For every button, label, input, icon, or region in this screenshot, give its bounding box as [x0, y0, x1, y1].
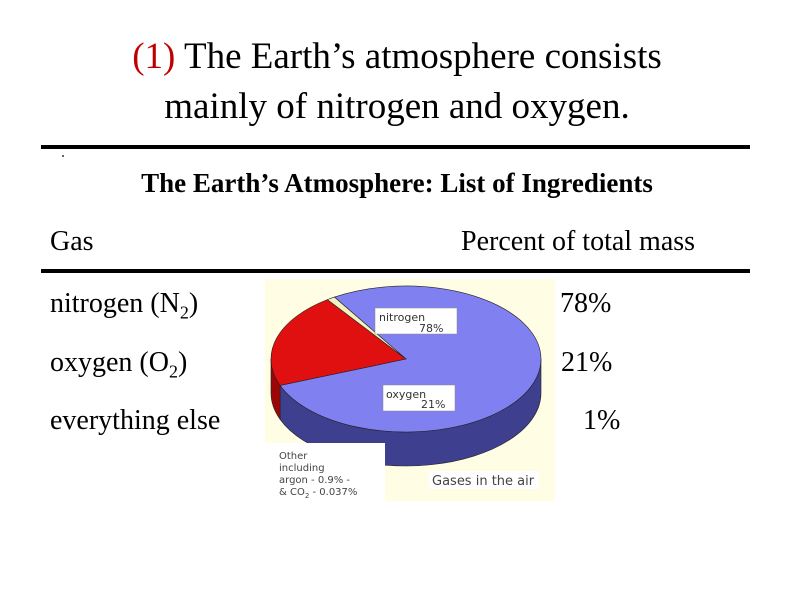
- row-percent-everything-else: 1%: [583, 405, 621, 436]
- pie-slice-other: [326, 296, 407, 360]
- title-line-1: The Earth’s atmosphere consists: [183, 36, 662, 77]
- pie-slice-oxygen: [270, 299, 407, 386]
- other-label: Other including argon - 0.9% - & CO2 - 0…: [279, 451, 357, 500]
- divider-top: [41, 145, 750, 149]
- row-percent-oxygen: 21%: [561, 347, 613, 378]
- nitrogen-label-box: nitrogen 78%: [374, 307, 458, 335]
- oxygen-label: oxygen: [386, 388, 426, 401]
- table-title: The Earth’s Atmosphere: List of Ingredie…: [141, 168, 653, 198]
- title-number: (1): [132, 36, 176, 77]
- pie-slices: [270, 285, 542, 467]
- row-gas-everything-else: everything else: [50, 405, 221, 436]
- oxygen-value-label: 21%: [421, 398, 445, 411]
- row-percent-nitrogen: 78%: [560, 288, 612, 319]
- stray-dot: [62, 155, 64, 157]
- pie-slice-nitrogen: [279, 285, 542, 433]
- header-percent: Percent of total mass: [461, 226, 696, 257]
- other-label-box: [265, 443, 385, 501]
- pie-chart: nitrogen 78% oxygen 21% Other including …: [265, 279, 555, 501]
- row-gas-oxygen: oxygen (O2): [50, 347, 188, 382]
- row-gas-nitrogen: nitrogen (N2): [50, 288, 199, 323]
- title-line-2: mainly of nitrogen and oxygen.: [164, 86, 630, 127]
- oxygen-label-box: oxygen 21%: [382, 384, 456, 412]
- nitrogen-label: nitrogen: [379, 311, 425, 324]
- chart-title-box: [429, 471, 539, 489]
- divider-header: [41, 269, 750, 273]
- chart-title: Gases in the air: [432, 474, 535, 489]
- slide-title: (1) The Earth’s atmosphere consists main…: [0, 32, 794, 132]
- nitrogen-value-label: 78%: [419, 322, 443, 335]
- header-gas: Gas: [50, 226, 94, 257]
